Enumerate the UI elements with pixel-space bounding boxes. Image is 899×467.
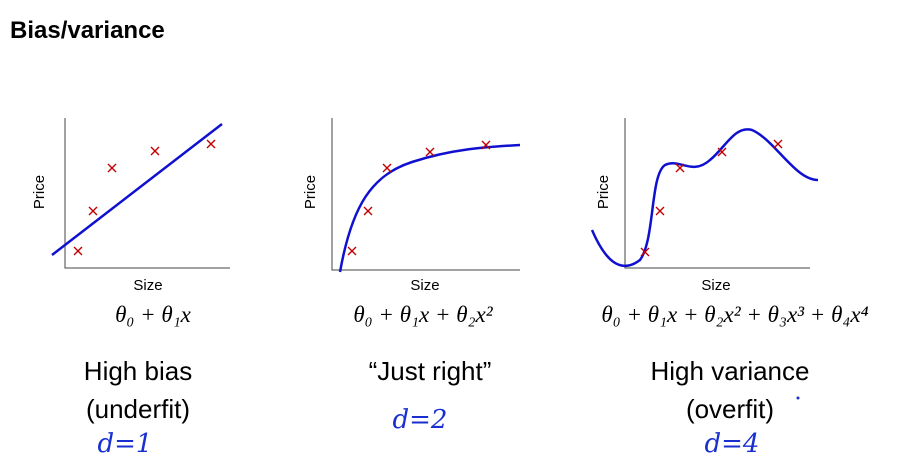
caption: (overfit) xyxy=(686,394,774,424)
y-label: Price xyxy=(302,175,319,209)
axes xyxy=(64,118,230,269)
x-label: Size xyxy=(701,277,730,294)
ink-dot xyxy=(796,396,800,400)
axes xyxy=(624,118,810,269)
caption: (underfit) xyxy=(86,394,190,424)
formula: θ₀ + θ₁x + θ₂x² xyxy=(353,302,493,327)
data-points xyxy=(640,139,783,257)
annotation: d=1 xyxy=(98,429,153,459)
fit-curve xyxy=(338,143,521,273)
x-label: Size xyxy=(133,277,162,294)
x-label: Size xyxy=(410,277,439,294)
caption: High variance xyxy=(651,356,810,386)
caption: High bias xyxy=(84,356,192,386)
panel-overfit: Size Price θ₀ + θ₁x + θ₂x² + θ₃x³ + θ₄x⁴… xyxy=(590,118,869,459)
slide-title: Bias/variance xyxy=(10,17,165,44)
fit-curve xyxy=(590,128,819,267)
fit-curve xyxy=(51,123,223,256)
caption: “Just right” xyxy=(369,356,492,386)
panel-just-right: Size Price θ₀ + θ₁x + θ₂x² “Just right” … xyxy=(302,118,521,435)
annotation: d=2 xyxy=(393,405,448,435)
panel-underfit: Size Price θ₀ + θ₁x High bias (underfit)… xyxy=(31,118,230,459)
annotation: d=4 xyxy=(705,429,760,459)
data-points xyxy=(347,140,491,256)
y-label: Price xyxy=(31,175,48,209)
y-label: Price xyxy=(595,175,612,209)
axes xyxy=(331,118,520,271)
formula: θ₀ + θ₁x + θ₂x² + θ₃x³ + θ₄x⁴ xyxy=(601,302,868,327)
data-points xyxy=(73,139,216,256)
formula: θ₀ + θ₁x xyxy=(115,302,192,327)
